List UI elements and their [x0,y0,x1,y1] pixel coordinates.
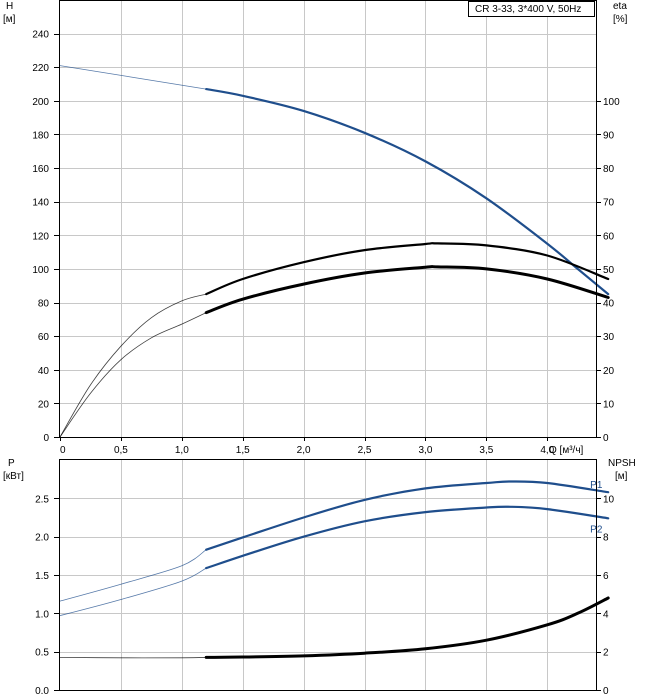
top-y-right-label: eta [613,1,627,12]
top-series-0 [205,88,610,296]
bottom-y-right-tick: 10 [603,494,615,505]
top-series-0-extrapolated [59,65,207,90]
top-y-left-tick: 0 [43,433,49,444]
top-y-left-tick: 80 [38,299,50,310]
top-y-right-tick: 0 [603,433,609,444]
x-tick-label: 4,0 [540,445,554,456]
bottom-y-left-tick: 1.5 [35,571,49,582]
top-plot-frame [59,0,597,438]
top-y-left-tick: 120 [32,231,49,242]
x-tick-label: 2,5 [358,445,372,456]
bottom-series-1 [205,505,610,570]
top-series-2 [204,265,610,315]
top-series-1 [205,242,610,296]
top-ticks: 0 20 40 60 80 100 120 140 160 180 200 220 240 0 10 20 30… [32,30,620,456]
x-tick-label: 1,0 [175,445,189,456]
top-series-2-extrapolated [59,312,207,438]
top-y-left-tick: 160 [32,164,49,175]
top-y-left-unit: [м] [3,14,16,25]
top-y-right-tick: 100 [603,97,620,108]
bottom-grid [60,460,596,690]
top-y-left-tick: 20 [38,399,50,410]
top-y-right-tick: 10 [603,399,615,410]
bottom-y-left-tick: 2.5 [35,494,49,505]
top-series [59,65,610,438]
bottom-y-left-unit: [кВт] [3,471,24,482]
bottom-series-0 [205,480,610,551]
x-tick-label: 3,0 [419,445,433,456]
top-y-right-unit: [%] [613,14,628,25]
bottom-plot-frame [59,459,597,691]
top-y-right-tick: 60 [603,231,615,242]
x-axis-label: Q [м³/ч] [549,445,584,456]
top-y-right-tick: 50 [603,265,615,276]
bottom-y-right-tick: 0 [603,686,609,697]
x-tick-label: 0,5 [114,445,128,456]
bottom-y-right-tick: 2 [603,648,609,659]
top-y-right-tick: 90 [603,130,615,141]
bottom-y-right-tick: 6 [603,571,609,582]
top-y-right-tick: 30 [603,332,615,343]
x-tick-label: 2,0 [297,445,311,456]
bottom-y-left-tick: 2.0 [35,533,49,544]
bottom-y-right-tick: 8 [603,533,609,544]
top-y-left-tick: 40 [38,366,50,377]
x-tick-label: 1,5 [236,445,250,456]
bottom-y-left-label: P [8,458,15,469]
bottom-y-right-label: NPSH [608,458,636,469]
chart-title: CR 3-33, 3*400 V, 50Hz [475,4,581,15]
bottom-y-right-unit: [м] [615,471,628,482]
top-y-right-tick: 20 [603,366,615,377]
bottom-series-1-extrapolated [59,567,207,616]
bottom-series-0-extrapolated [59,549,207,602]
top-y-left-tick: 220 [32,63,49,74]
top-y-left-tick: 60 [38,332,50,343]
top-y-left-tick: 200 [32,97,49,108]
top-y-left-tick: 100 [32,265,49,276]
bottom-ticks: 0.0 0.5 1.0 1.5 2.0 2.5 0 2 4 6 8 10 [35,494,614,697]
title-box [468,1,595,17]
top-y-left-tick: 180 [32,130,49,141]
top-series-1-extrapolated [59,293,207,438]
top-y-right-tick: 70 [603,198,615,209]
top-y-left-label: H [6,1,13,12]
top-y-left-tick: 240 [32,30,49,41]
bottom-y-left-tick: 1.0 [35,609,49,620]
bottom-y-left-tick: 0.5 [35,648,49,659]
top-y-right-tick: 40 [603,299,615,310]
bottom-y-left-tick: 0.0 [35,686,49,697]
top-y-right-tick: 80 [603,164,615,175]
bottom-series-2 [204,596,610,659]
x-tick-label: 3,5 [479,445,493,456]
top-grid [60,1,596,437]
bottom-y-right-tick: 4 [603,609,609,620]
top-y-left-tick: 140 [32,198,49,209]
x-tick-label: 0 [60,445,66,456]
